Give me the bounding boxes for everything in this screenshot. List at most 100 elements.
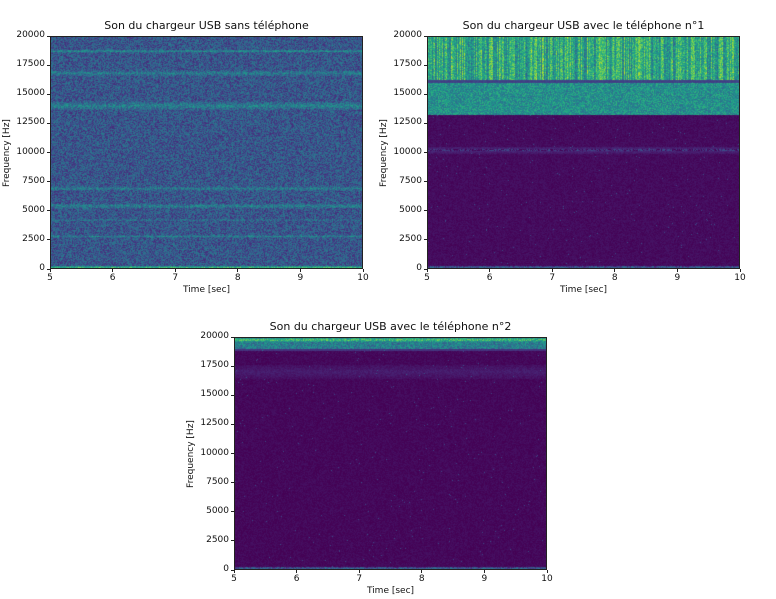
- y-tick-label: 20000: [200, 331, 229, 341]
- y-tick-mark: [424, 239, 427, 241]
- y-tick-mark: [424, 93, 427, 95]
- y-tick-mark: [47, 210, 50, 212]
- x-tick-label: 6: [486, 273, 493, 283]
- y-tick-label: 17500: [393, 59, 422, 70]
- y-tick-label: 0: [39, 263, 45, 273]
- x-tick-label: 7: [172, 273, 179, 283]
- y-axis-label: Frequency [Hz]: [186, 419, 196, 488]
- plot-frame: [234, 337, 547, 570]
- y-tick-mark: [47, 268, 50, 270]
- x-tick-mark: [483, 570, 485, 573]
- x-tick-mark: [362, 269, 364, 272]
- y-tick-label: 12500: [393, 117, 422, 128]
- x-tick-label: 7: [549, 273, 556, 283]
- y-tick-mark: [231, 365, 234, 367]
- y-tick-mark: [424, 152, 427, 153]
- x-axis-label: Time [sec]: [366, 586, 415, 596]
- y-tick-label: 7500: [22, 175, 45, 186]
- x-tick-mark: [296, 570, 298, 573]
- y-tick-mark: [47, 64, 50, 66]
- y-tick-label: 5000: [206, 505, 229, 516]
- x-tick-label: 5: [231, 574, 237, 584]
- x-tick-mark: [739, 269, 741, 272]
- y-tick-mark: [231, 540, 234, 542]
- y-tick-mark: [231, 511, 234, 513]
- x-tick-mark: [112, 269, 114, 272]
- x-tick-mark: [676, 269, 678, 272]
- x-tick-label: 9: [674, 273, 681, 283]
- y-tick-label: 17500: [16, 59, 45, 70]
- y-tick-mark: [231, 336, 234, 338]
- y-tick-label: 12500: [16, 117, 45, 128]
- x-tick-mark: [299, 269, 301, 272]
- y-tick-mark: [47, 122, 50, 124]
- y-tick-mark: [47, 181, 50, 183]
- spectrogram-image: [234, 337, 547, 570]
- x-tick-mark: [426, 269, 428, 272]
- x-tick-mark: [546, 570, 548, 573]
- y-tick-label: 7500: [399, 175, 422, 186]
- plot-frame: [427, 36, 740, 269]
- y-tick-mark: [47, 152, 50, 153]
- y-tick-label: 15000: [16, 88, 45, 99]
- y-tick-mark: [47, 93, 50, 95]
- spectrogram-image: [427, 36, 740, 269]
- y-tick-label: 17500: [200, 360, 229, 371]
- x-tick-label: 10: [541, 574, 553, 584]
- x-tick-label: 9: [481, 574, 488, 584]
- x-tick-label: 9: [297, 273, 304, 283]
- y-tick-mark: [231, 423, 234, 425]
- y-tick-mark: [47, 239, 50, 241]
- y-tick-label: 0: [416, 263, 422, 273]
- x-tick-label: 5: [424, 273, 430, 283]
- x-tick-label: 5: [47, 273, 53, 283]
- plot-frame: [50, 36, 363, 269]
- y-tick-label: 10000: [16, 146, 45, 157]
- y-tick-mark: [424, 122, 427, 124]
- x-tick-mark: [421, 570, 423, 573]
- y-tick-mark: [231, 394, 234, 396]
- plot-title: Son du chargeur USB avec le téléphone n°…: [462, 19, 705, 32]
- spectrogram-image: [50, 36, 363, 269]
- y-tick-label: 0: [223, 564, 229, 574]
- y-tick-label: 12500: [200, 418, 229, 429]
- y-tick-label: 15000: [200, 389, 229, 400]
- x-tick-label: 8: [418, 574, 425, 584]
- y-tick-label: 2500: [206, 534, 229, 545]
- y-tick-label: 10000: [200, 447, 229, 458]
- y-tick-mark: [47, 35, 50, 37]
- y-tick-label: 5000: [22, 204, 45, 215]
- x-tick-mark: [233, 570, 235, 573]
- x-tick-label: 6: [109, 273, 116, 283]
- y-tick-mark: [424, 181, 427, 183]
- y-tick-label: 20000: [393, 30, 422, 40]
- y-tick-label: 15000: [393, 88, 422, 99]
- x-tick-mark: [614, 269, 616, 272]
- y-tick-label: 5000: [399, 204, 422, 215]
- x-tick-mark: [489, 269, 491, 272]
- y-tick-label: 2500: [22, 233, 45, 244]
- y-tick-mark: [424, 210, 427, 212]
- x-tick-label: 7: [356, 574, 363, 584]
- x-axis-label: Time [sec]: [182, 285, 231, 295]
- plot-title: Son du chargeur USB avec le téléphone n°…: [269, 320, 512, 333]
- y-tick-mark: [231, 453, 234, 454]
- x-axis-label: Time [sec]: [559, 285, 608, 295]
- x-tick-label: 10: [734, 273, 746, 283]
- y-tick-label: 7500: [206, 476, 229, 487]
- x-tick-mark: [551, 269, 553, 272]
- y-tick-mark: [424, 64, 427, 66]
- x-tick-mark: [174, 269, 176, 272]
- y-tick-mark: [231, 482, 234, 484]
- plot-title: Son du chargeur USB sans téléphone: [104, 19, 309, 32]
- y-tick-mark: [424, 268, 427, 270]
- y-tick-label: 2500: [399, 233, 422, 244]
- y-tick-label: 10000: [393, 146, 422, 157]
- y-tick-mark: [231, 569, 234, 571]
- y-tick-label: 20000: [16, 30, 45, 40]
- x-tick-mark: [237, 269, 239, 272]
